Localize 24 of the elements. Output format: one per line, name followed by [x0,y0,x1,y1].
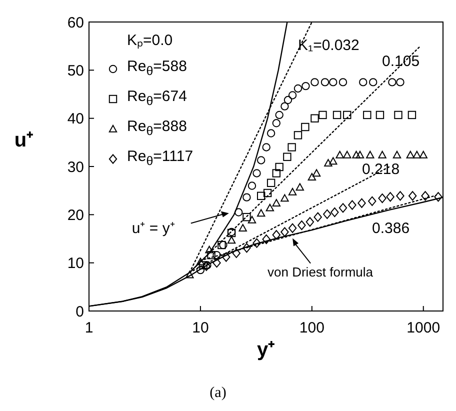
annotation: 0.105 [382,53,420,70]
annotation: 0.386 [372,220,410,237]
y-axis-title: u⁺ [14,130,34,152]
y-tick-label: 50 [67,62,84,80]
y-tick-label: 60 [67,14,84,32]
x-tick-label: 100 [299,320,324,337]
x-tick-label: 1000 [406,320,440,337]
y-tick-label: 10 [67,255,84,272]
annotation: von Driest formula [268,264,374,280]
legend-label: Re$_{θ}$=1117 [127,147,194,170]
x-axis-title: y⁺ [256,339,276,361]
text: (a) [208,385,228,402]
y-tick-label: 20 [67,206,84,224]
legend-label: Re$_{θ}$=674 [127,87,187,110]
legend-label: Re$_{θ}$=588 [127,57,187,80]
x-tick-label: 10 [192,320,209,337]
legend-label: Re$_{θ}$=888 [127,117,187,140]
y-tick-label: 40 [67,110,84,128]
y-tick-label: 0 [76,303,84,320]
annotation: K₁=0.032 [298,37,360,54]
annotation: u⁺ = y⁺ [132,220,175,238]
legend-title: Kₚ=0.0 [126,31,174,51]
x-tick-label: 1 [84,320,94,337]
y-tick-label: 30 [67,158,84,176]
